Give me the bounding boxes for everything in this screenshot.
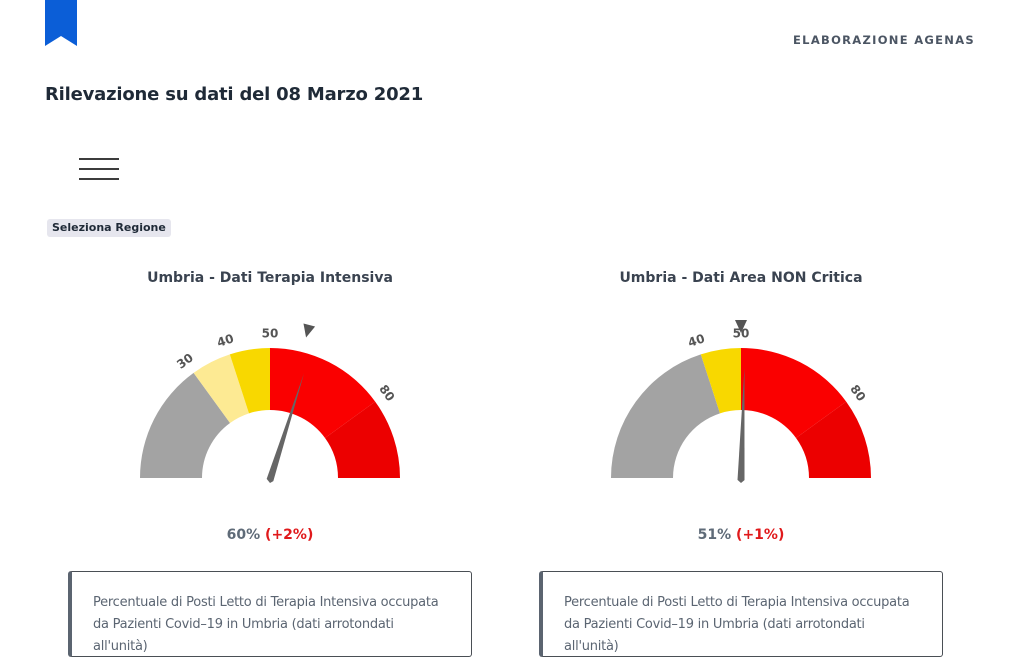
- gauge-needle: [266, 373, 304, 483]
- gauge-band: [741, 348, 847, 439]
- gauge-value-label: 60%: [226, 527, 261, 543]
- gauge-tick-label: 50: [262, 327, 279, 341]
- agency-label: ELABORAZIONE AGENAS: [793, 33, 975, 47]
- gauge-band: [325, 401, 400, 478]
- bookmark-shape: [45, 0, 77, 46]
- gauge-band: [140, 372, 231, 478]
- hamburger-line: [79, 178, 119, 180]
- hamburger-line: [79, 168, 119, 170]
- gauge-tick-label: 30: [174, 351, 196, 372]
- gauge-tick-label: 80: [376, 382, 397, 404]
- region-select-button[interactable]: Seleziona Regione: [47, 219, 171, 237]
- previous-value-marker-icon: [735, 320, 747, 333]
- gauge-chart: 30 40 50 80: [140, 323, 400, 483]
- gauge-panel-intensive-care: Umbria - Dati Terapia Intensiva 30 40 50 80…: [60, 262, 480, 672]
- gauge-tick-label: 40: [215, 331, 235, 349]
- gauge-readout: 60% (+2%): [60, 527, 480, 543]
- gauge-delta-label: (+2%): [265, 527, 314, 543]
- gauge-title: Umbria - Dati Terapia Intensiva: [147, 270, 393, 286]
- gauge-readout: 51% (+1%): [531, 527, 951, 543]
- gauge-description: Percentuale di Posti Letto di Terapia In…: [539, 571, 943, 657]
- gauge-band: [270, 348, 376, 439]
- gauge-title: Umbria - Dati Area NON Critica: [619, 270, 863, 286]
- gauge-band: [193, 354, 249, 423]
- gauge-panel-non-critical-area: Umbria - Dati Area NON Critica 40 50 80 51…: [531, 262, 951, 672]
- previous-value-marker-icon: [303, 323, 316, 338]
- hamburger-menu-icon[interactable]: [79, 157, 119, 183]
- gauge-tick-label: 80: [847, 382, 868, 404]
- gauge-band: [700, 348, 741, 414]
- gauge-needle: [737, 368, 745, 483]
- gauge-band: [611, 354, 720, 478]
- gauge-value-label: 51%: [697, 527, 732, 543]
- gauge-band: [229, 348, 270, 414]
- page-title: Rilevazione su dati del 08 Marzo 2021: [45, 84, 424, 105]
- gauge-tick-label: 40: [686, 331, 706, 349]
- hamburger-line: [79, 158, 119, 160]
- gauge-chart: 40 50 80: [611, 320, 871, 483]
- gauge-description: Percentuale di Posti Letto di Terapia In…: [68, 571, 472, 657]
- gauge-tick-label: 50: [733, 327, 750, 341]
- bookmark-icon: [45, 0, 77, 46]
- gauge-delta-label: (+1%): [736, 527, 785, 543]
- gauge-band: [796, 401, 871, 478]
